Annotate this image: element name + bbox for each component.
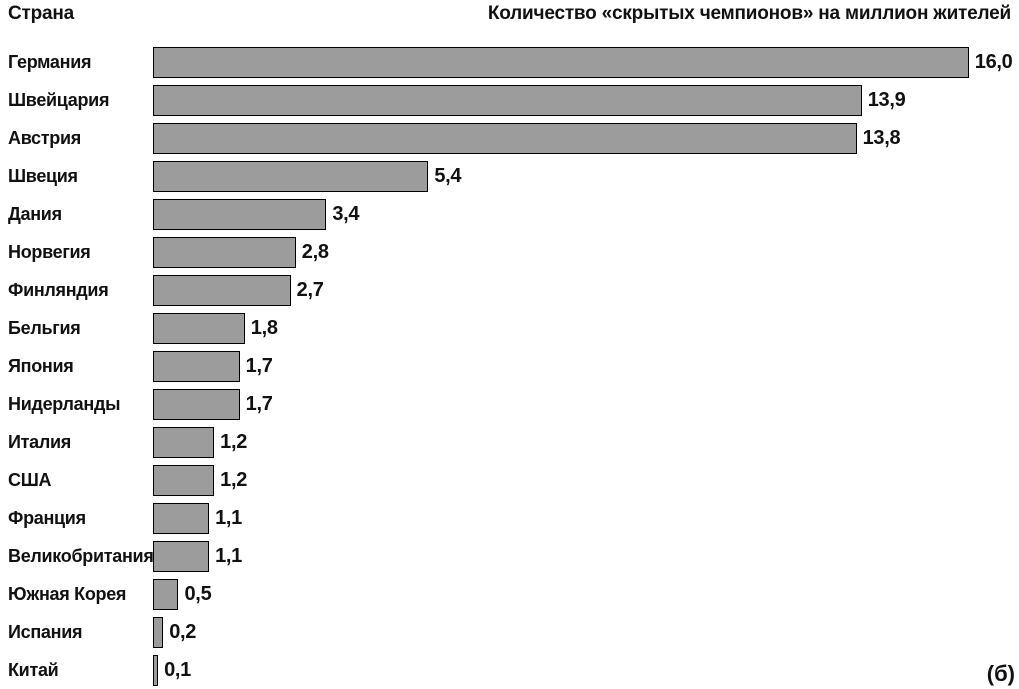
value-label: 13,9: [867, 88, 906, 111]
bar-row: Италия 1,2: [0, 423, 1019, 461]
bar-row: Испания 0,2: [0, 613, 1019, 651]
bar-track: 2,7: [153, 271, 1019, 309]
bar-row: Австрия 13,8: [0, 119, 1019, 157]
bar-row: Германия 16,0: [0, 43, 1019, 81]
bar-rows: Германия 16,0 Швейцария 13,9 Австрия 13,8 Швец…: [0, 43, 1019, 689]
bar: [153, 312, 245, 344]
bar: [153, 654, 159, 686]
bar: [153, 160, 429, 192]
bar: [153, 274, 291, 306]
bar-track: 2,8: [153, 233, 1019, 271]
country-label: США: [8, 469, 52, 490]
bar-row: США 1,2: [0, 461, 1019, 499]
bar-row: Финляндия 2,7: [0, 271, 1019, 309]
bar: [153, 502, 210, 534]
bar: [153, 388, 240, 420]
bar-row: Швейцария 13,9: [0, 81, 1019, 119]
bar-row: Франция 1,1: [0, 499, 1019, 537]
value-label: 0,5: [184, 582, 212, 605]
bar-row: Дания 3,4: [0, 195, 1019, 233]
value-label: 1,2: [220, 430, 248, 453]
bar: [153, 464, 215, 496]
bar: [153, 350, 240, 382]
bar-track: 1,1: [153, 499, 1019, 537]
bar-track: 1,2: [153, 461, 1019, 499]
value-label: 0,2: [169, 620, 197, 643]
bar-row: Бельгия 1,8: [0, 309, 1019, 347]
bar-track: 1,7: [153, 385, 1019, 423]
x-axis-title: Количество «скрытых чемпионов» на миллио…: [487, 3, 1011, 24]
value-label: 1,1: [215, 506, 242, 529]
country-label: Финляндия: [8, 279, 109, 300]
bar-track: 0,5: [153, 575, 1019, 613]
bar-track: 16,0: [153, 43, 1019, 81]
bar-row: Швеция 5,4: [0, 157, 1019, 195]
country-label: Нидерланды: [8, 393, 121, 414]
country-label: Франция: [8, 507, 86, 528]
bar: [153, 122, 857, 154]
country-label: Норвегия: [8, 241, 91, 262]
value-label: 1,2: [220, 468, 248, 491]
bar-track: 0,1: [153, 651, 1019, 689]
value-label: 2,7: [296, 278, 324, 301]
chart-header: Страна Количество «скрытых чемпионов» на…: [0, 0, 1019, 43]
value-label: 5,4: [434, 164, 462, 187]
bar-row: Китай 0,1: [0, 651, 1019, 689]
bar-track: 13,9: [153, 81, 1019, 119]
country-label: Южная Корея: [8, 583, 127, 604]
bar: [153, 198, 327, 230]
bar-row: Нидерланды 1,7: [0, 385, 1019, 423]
bar-row: Япония 1,7: [0, 347, 1019, 385]
country-label: Испания: [8, 621, 83, 642]
country-label: Германия: [8, 51, 92, 72]
value-label: 0,1: [164, 658, 191, 681]
bar-row: Великобритания 1,1: [0, 537, 1019, 575]
value-label: 1,1: [215, 544, 242, 567]
country-label: Япония: [8, 355, 74, 376]
country-label: Дания: [8, 203, 62, 224]
value-label: 13,8: [862, 126, 901, 149]
value-label: 3,4: [332, 202, 360, 225]
bar-track: 13,8: [153, 119, 1019, 157]
bar-track: 3,4: [153, 195, 1019, 233]
bar-track: 1,2: [153, 423, 1019, 461]
bar: [153, 540, 210, 572]
value-label: 2,8: [301, 240, 329, 263]
country-label: Италия: [8, 431, 71, 452]
figure-label: (б): [986, 661, 1015, 686]
country-label: Австрия: [8, 127, 81, 148]
bar-row: Норвегия 2,8: [0, 233, 1019, 271]
bar-track: 5,4: [153, 157, 1019, 195]
bar: [153, 616, 164, 648]
bar-track: 1,7: [153, 347, 1019, 385]
bar: [153, 46, 969, 78]
country-label: Великобритания: [8, 545, 154, 566]
bar: [153, 578, 179, 610]
country-label: Швеция: [8, 165, 78, 186]
value-label: 1,8: [250, 316, 278, 339]
value-label: 1,7: [245, 392, 273, 415]
bar: [153, 426, 215, 458]
country-label: Китай: [8, 659, 59, 680]
bar: [153, 236, 296, 268]
bar-track: 1,8: [153, 309, 1019, 347]
country-label: Бельгия: [8, 317, 81, 338]
bar-track: 1,1: [153, 537, 1019, 575]
country-label: Швейцария: [8, 89, 110, 110]
value-label: 16,0: [974, 50, 1013, 73]
bar-track: 0,2: [153, 613, 1019, 651]
bar: [153, 84, 862, 116]
value-label: 1,7: [245, 354, 273, 377]
bar-row: Южная Корея 0,5: [0, 575, 1019, 613]
y-axis-title: Страна: [8, 3, 75, 24]
